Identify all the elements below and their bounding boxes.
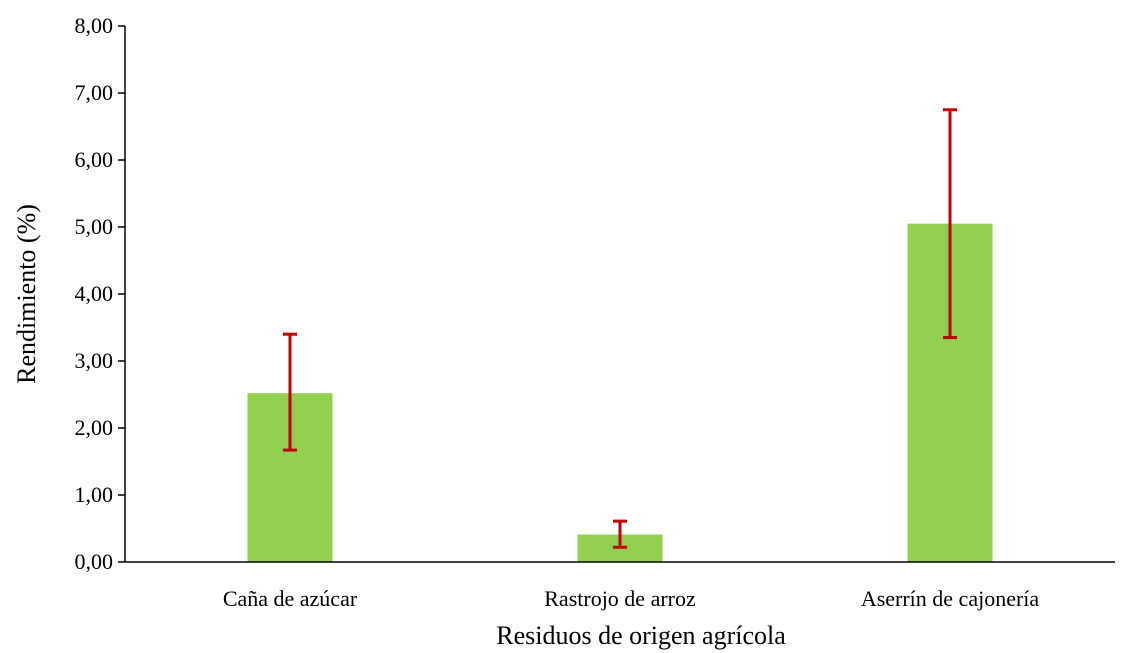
category-label: Caña de azúcar (223, 586, 358, 611)
x-axis-categories: Caña de azúcar Rastrojo de arroz Aserrín d… (223, 586, 1040, 611)
y-tick-label: 5,00 (75, 214, 114, 239)
bars (247, 223, 993, 562)
y-tick-label: 0,00 (75, 549, 114, 574)
category-label: Aserrín de cajonería (861, 586, 1040, 611)
y-tick-label: 3,00 (75, 348, 114, 373)
category-label: Rastrojo de arroz (544, 586, 696, 611)
y-axis-ticks: 0,00 1,00 2,00 3,00 4,00 5,00 6,00 7,00 8,00 (75, 13, 125, 574)
y-tick-label: 6,00 (75, 147, 114, 172)
error-bars (283, 108, 957, 549)
y-axis-title: Rendimiento (%) (12, 204, 41, 384)
y-tick-label: 2,00 (75, 415, 114, 440)
y-tick-label: 4,00 (75, 281, 114, 306)
y-tick-label: 1,00 (75, 482, 114, 507)
x-axis-title: Residuos de origen agrícola (496, 621, 786, 650)
y-tick-label: 8,00 (75, 13, 114, 38)
y-tick-label: 7,00 (75, 80, 114, 105)
